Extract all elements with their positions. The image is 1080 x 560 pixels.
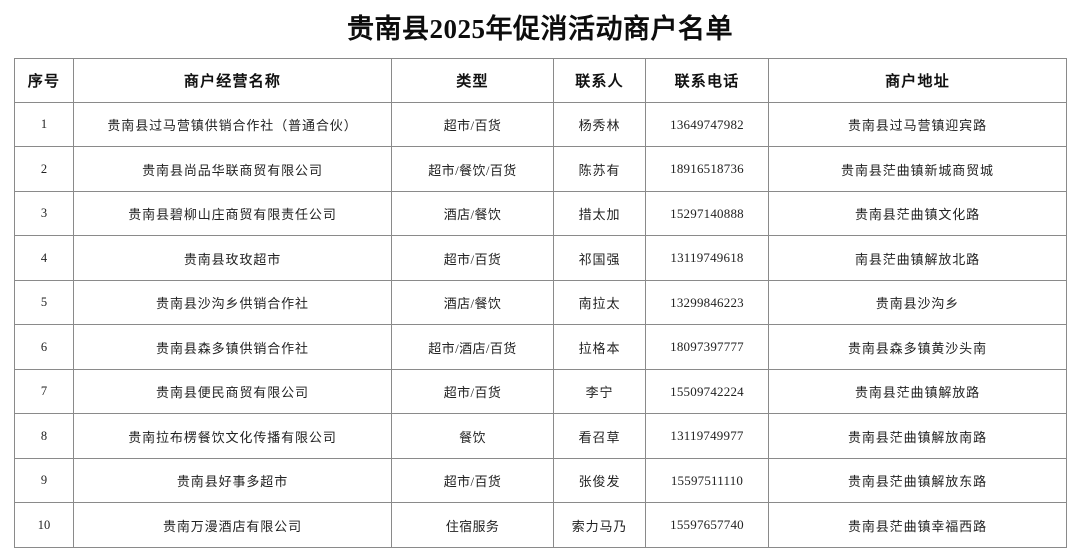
cell-address: 贵南县茫曲镇解放南路 — [768, 413, 1067, 459]
page-title-year: 2025 — [429, 14, 486, 44]
cell-merchant-name: 贵南县玫玫超市 — [73, 235, 392, 281]
cell-merchant-name: 贵南县尚品华联商贸有限公司 — [73, 146, 392, 192]
table-row: 4 贵南县玫玫超市 超市/百货 祁国强 13119749618 南县茫曲镇解放北… — [14, 235, 1067, 281]
cell-index: 6 — [14, 324, 74, 370]
cell-type: 超市/百货 — [391, 457, 554, 504]
cell-phone: 13649747982 — [645, 101, 769, 148]
cell-contact: 张俊发 — [553, 457, 646, 504]
column-header-address: 商户地址 — [768, 57, 1067, 103]
cell-phone: 15597511110 — [645, 457, 769, 504]
cell-type: 超市/百货 — [391, 368, 554, 415]
cell-address: 贵南县茫曲镇幸福西路 — [768, 502, 1067, 548]
table-header: 序号 商户经营名称 类型 联系人 联系电话 商户地址 — [14, 57, 1067, 103]
cell-merchant-name: 贵南县便民商贸有限公司 — [73, 368, 392, 415]
page-title-prefix: 贵南县 — [347, 14, 430, 44]
column-header-merchant-name: 商户经营名称 — [73, 57, 392, 103]
cell-address: 贵南县沙沟乡 — [768, 279, 1067, 326]
page-title: 贵南县2025年促消活动商户名单 — [0, 0, 1080, 58]
table-row: 8 贵南拉布楞餐饮文化传播有限公司 餐饮 看召草 13119749977 贵南县… — [14, 413, 1067, 459]
cell-type: 超市/餐饮/百货 — [391, 146, 554, 192]
cell-contact: 南拉太 — [553, 279, 646, 326]
cell-index: 3 — [14, 190, 74, 237]
cell-index: 4 — [14, 235, 74, 281]
table-row: 6 贵南县森多镇供销合作社 超市/酒店/百货 拉格本 18097397777 贵… — [14, 324, 1067, 370]
cell-phone: 18097397777 — [645, 324, 769, 370]
cell-phone: 13119749618 — [645, 235, 769, 281]
column-header-type: 类型 — [391, 57, 554, 103]
cell-phone: 18916518736 — [645, 146, 769, 192]
cell-merchant-name: 贵南县过马营镇供销合作社（普通合伙） — [73, 101, 392, 148]
cell-address: 南县茫曲镇解放北路 — [768, 235, 1067, 281]
page-title-suffix: 年促消活动商户名单 — [485, 14, 733, 44]
column-header-index: 序号 — [14, 57, 74, 103]
cell-address: 贵南县森多镇黄沙头南 — [768, 324, 1067, 370]
cell-address: 贵南县过马营镇迎宾路 — [768, 101, 1067, 148]
cell-contact: 措太加 — [553, 190, 646, 237]
cell-contact: 看召草 — [553, 413, 646, 459]
table-body: 1 贵南县过马营镇供销合作社（普通合伙） 超市/百货 杨秀林 136497479… — [14, 101, 1067, 548]
cell-merchant-name: 贵南拉布楞餐饮文化传播有限公司 — [73, 413, 392, 459]
cell-phone: 15597657740 — [645, 502, 769, 548]
table-row: 7 贵南县便民商贸有限公司 超市/百货 李宁 15509742224 贵南县茫曲… — [14, 368, 1067, 415]
cell-contact: 拉格本 — [553, 324, 646, 370]
cell-phone: 15509742224 — [645, 368, 769, 415]
cell-index: 8 — [14, 413, 74, 459]
table-row: 2 贵南县尚品华联商贸有限公司 超市/餐饮/百货 陈苏有 18916518736… — [14, 146, 1067, 192]
cell-index: 5 — [14, 279, 74, 326]
cell-phone: 15297140888 — [645, 190, 769, 237]
cell-type: 超市/百货 — [391, 101, 554, 148]
cell-merchant-name: 贵南县沙沟乡供销合作社 — [73, 279, 392, 326]
cell-merchant-name: 贵南县碧柳山庄商贸有限责任公司 — [73, 190, 392, 237]
cell-index: 7 — [14, 368, 74, 415]
cell-index: 10 — [14, 502, 74, 548]
cell-type: 住宿服务 — [391, 502, 554, 548]
cell-phone: 13299846223 — [645, 279, 769, 326]
cell-phone: 13119749977 — [645, 413, 769, 459]
cell-address: 贵南县茫曲镇解放路 — [768, 368, 1067, 415]
cell-merchant-name: 贵南万漫酒店有限公司 — [73, 502, 392, 548]
cell-type: 超市/酒店/百货 — [391, 324, 554, 370]
cell-contact: 杨秀林 — [553, 101, 646, 148]
table-row: 3 贵南县碧柳山庄商贸有限责任公司 酒店/餐饮 措太加 15297140888 … — [14, 190, 1067, 237]
cell-contact: 李宁 — [553, 368, 646, 415]
cell-type: 超市/百货 — [391, 235, 554, 281]
table-row: 10 贵南万漫酒店有限公司 住宿服务 索力马乃 15597657740 贵南县茫… — [14, 502, 1067, 548]
column-header-phone: 联系电话 — [645, 57, 769, 103]
table-row: 1 贵南县过马营镇供销合作社（普通合伙） 超市/百货 杨秀林 136497479… — [14, 101, 1067, 148]
table-header-row: 序号 商户经营名称 类型 联系人 联系电话 商户地址 — [14, 57, 1067, 103]
cell-merchant-name: 贵南县森多镇供销合作社 — [73, 324, 392, 370]
table-row: 9 贵南县好事多超市 超市/百货 张俊发 15597511110 贵南县茫曲镇解… — [14, 457, 1067, 504]
column-header-contact: 联系人 — [553, 57, 646, 103]
cell-address: 贵南县茫曲镇文化路 — [768, 190, 1067, 237]
cell-index: 9 — [14, 457, 74, 504]
cell-type: 酒店/餐饮 — [391, 190, 554, 237]
cell-contact: 祁国强 — [553, 235, 646, 281]
cell-index: 1 — [14, 101, 74, 148]
table-row: 5 贵南县沙沟乡供销合作社 酒店/餐饮 南拉太 13299846223 贵南县沙… — [14, 279, 1067, 326]
cell-contact: 陈苏有 — [553, 146, 646, 192]
cell-address: 贵南县茫曲镇新城商贸城 — [768, 146, 1067, 192]
merchant-table: 序号 商户经营名称 类型 联系人 联系电话 商户地址 1 贵南县过马营镇供销合作… — [14, 57, 1067, 548]
cell-type: 酒店/餐饮 — [391, 279, 554, 326]
merchant-table-container: 序号 商户经营名称 类型 联系人 联系电话 商户地址 1 贵南县过马营镇供销合作… — [14, 57, 1067, 548]
cell-index: 2 — [14, 146, 74, 192]
cell-contact: 索力马乃 — [553, 502, 646, 548]
cell-type: 餐饮 — [391, 413, 554, 459]
cell-merchant-name: 贵南县好事多超市 — [73, 457, 392, 504]
cell-address: 贵南县茫曲镇解放东路 — [768, 457, 1067, 504]
